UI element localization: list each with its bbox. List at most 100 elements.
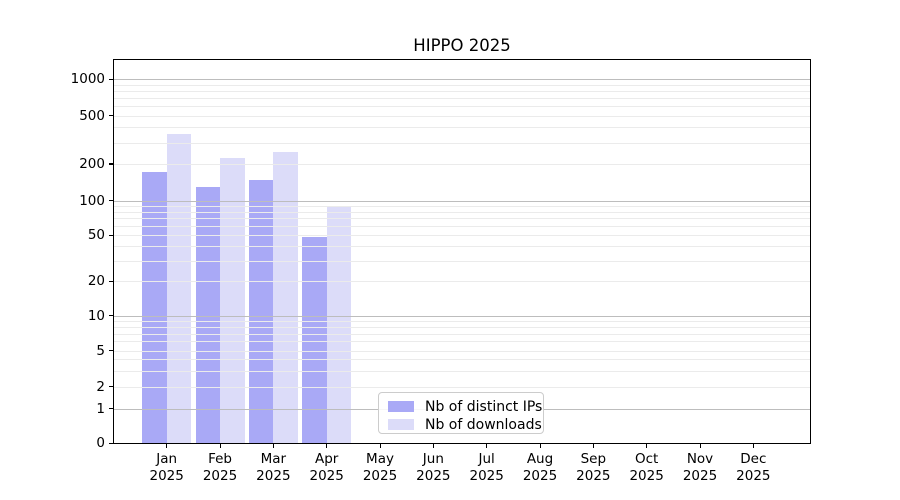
y-gridline-80	[114, 211, 810, 213]
legend-swatch-icon	[388, 419, 414, 430]
x-tick-mark-oct	[646, 444, 648, 448]
x-tick-year: 2025	[309, 468, 344, 484]
y-tick-label-50: 50	[87, 227, 105, 244]
x-tick-month: Nov	[686, 451, 714, 467]
y-gridline-30	[114, 260, 810, 262]
y-gridline-2	[114, 386, 810, 388]
y-tick-label-5: 5	[96, 342, 105, 359]
x-tick-mark-may	[379, 444, 381, 448]
x-tick-year: 2025	[256, 468, 291, 484]
y-gridline-800	[114, 90, 810, 92]
x-tick-label-nov: Nov 2025	[668, 451, 732, 485]
x-tick-label-aug: Aug 2025	[508, 451, 572, 485]
x-tick-month: Dec	[740, 451, 767, 467]
x-tick-year: 2025	[522, 468, 558, 484]
y-gridline-5	[114, 350, 810, 352]
y-gridline-100	[114, 200, 810, 202]
y-tick-mark-1	[109, 408, 113, 410]
y-gridline-600	[114, 106, 810, 108]
bar-downloads-feb	[220, 157, 245, 443]
x-tick-mark-jan	[166, 444, 168, 448]
x-tick-year: 2025	[416, 468, 451, 484]
x-tick-label-may: May 2025	[348, 451, 412, 485]
x-tick-label-dec: Dec 2025	[721, 451, 785, 485]
y-tick-mark-2	[109, 386, 113, 388]
x-tick-year: 2025	[469, 468, 504, 484]
bar-distinct-ips-mar	[248, 179, 274, 443]
x-tick-month: Jun	[422, 451, 444, 467]
x-tick-mark-aug	[539, 444, 541, 448]
y-gridline-1000	[114, 79, 810, 81]
y-gridline-4	[114, 359, 810, 361]
legend-item-distinct-ips: Nb of distinct IPs	[379, 397, 543, 415]
y-tick-mark-20	[109, 280, 113, 282]
x-tick-month: Mar	[260, 451, 287, 467]
legend-item-downloads: Nb of downloads	[379, 415, 543, 433]
x-tick-year: 2025	[736, 468, 771, 484]
x-tick-label-apr: Apr 2025	[295, 451, 359, 485]
y-tick-mark-0	[109, 442, 113, 444]
bar-distinct-ips-feb	[195, 186, 221, 443]
x-tick-month: Sep	[580, 451, 607, 467]
y-tick-mark-50	[109, 234, 113, 236]
y-tick-label-100: 100	[79, 192, 105, 209]
x-tick-label-jun: Jun 2025	[401, 451, 465, 485]
y-tick-label-200: 200	[79, 155, 105, 172]
y-tick-label-500: 500	[79, 107, 105, 124]
y-gridline-3	[114, 370, 810, 372]
x-tick-mark-nov	[699, 444, 701, 448]
y-gridline-900	[114, 84, 810, 86]
y-gridline-90	[114, 205, 810, 207]
x-tick-label-feb: Feb 2025	[188, 451, 252, 485]
y-tick-mark-500	[109, 115, 113, 117]
y-tick-mark-1000	[109, 78, 113, 80]
x-tick-year: 2025	[149, 468, 184, 484]
grid-layer	[114, 60, 810, 443]
legend-swatch-icon	[388, 401, 414, 412]
y-tick-mark-100	[109, 200, 113, 202]
x-tick-label-sep: Sep 2025	[561, 451, 625, 485]
legend: Nb of distinct IPs Nb of downloads	[378, 392, 544, 434]
x-tick-month: Feb	[208, 451, 232, 467]
y-gridline-60	[114, 226, 810, 228]
y-tick-mark-5	[109, 350, 113, 352]
y-gridline-20	[114, 281, 810, 283]
x-tick-mark-dec	[752, 444, 755, 448]
x-tick-mark-jun	[432, 444, 435, 448]
x-tick-month: Jul	[478, 451, 495, 467]
legend-label: Nb of distinct IPs	[425, 398, 543, 415]
y-tick-label-10: 10	[87, 307, 105, 324]
y-gridline-50	[114, 235, 810, 237]
y-tick-mark-200	[109, 163, 113, 165]
x-tick-mark-feb	[219, 444, 221, 448]
y-tick-label-1000: 1000	[70, 71, 105, 88]
x-tick-month: May	[366, 451, 394, 467]
y-tick-label-2: 2	[96, 378, 105, 395]
y-gridline-200	[114, 163, 810, 165]
chart-title: HIPPO 2025	[413, 36, 511, 55]
y-tick-label-0: 0	[96, 435, 105, 451]
y-gridline-400	[114, 127, 810, 129]
x-tick-mark-mar	[272, 444, 275, 448]
legend-label: Nb of downloads	[425, 416, 542, 433]
y-gridline-40	[114, 246, 810, 248]
x-tick-year: 2025	[682, 468, 718, 484]
x-tick-mark-jul	[486, 444, 488, 448]
x-tick-month: Aug	[526, 451, 554, 467]
bars-layer	[114, 60, 810, 443]
y-gridline-9	[114, 321, 810, 323]
bar-distinct-ips-jan	[142, 171, 167, 443]
y-gridline-6	[114, 341, 810, 343]
y-tick-mark-10	[109, 315, 113, 317]
x-tick-label-jan: Jan 2025	[135, 451, 199, 485]
x-tick-year: 2025	[629, 468, 664, 484]
x-tick-month: Jan	[156, 451, 178, 467]
y-gridline-70	[114, 218, 810, 220]
y-gridline-300	[114, 142, 810, 144]
y-tick-label-20: 20	[87, 273, 105, 290]
x-tick-year: 2025	[362, 468, 398, 484]
y-tick-label-1: 1	[96, 400, 105, 417]
x-tick-label-jul: Jul 2025	[455, 451, 519, 485]
y-gridline-700	[114, 97, 810, 99]
